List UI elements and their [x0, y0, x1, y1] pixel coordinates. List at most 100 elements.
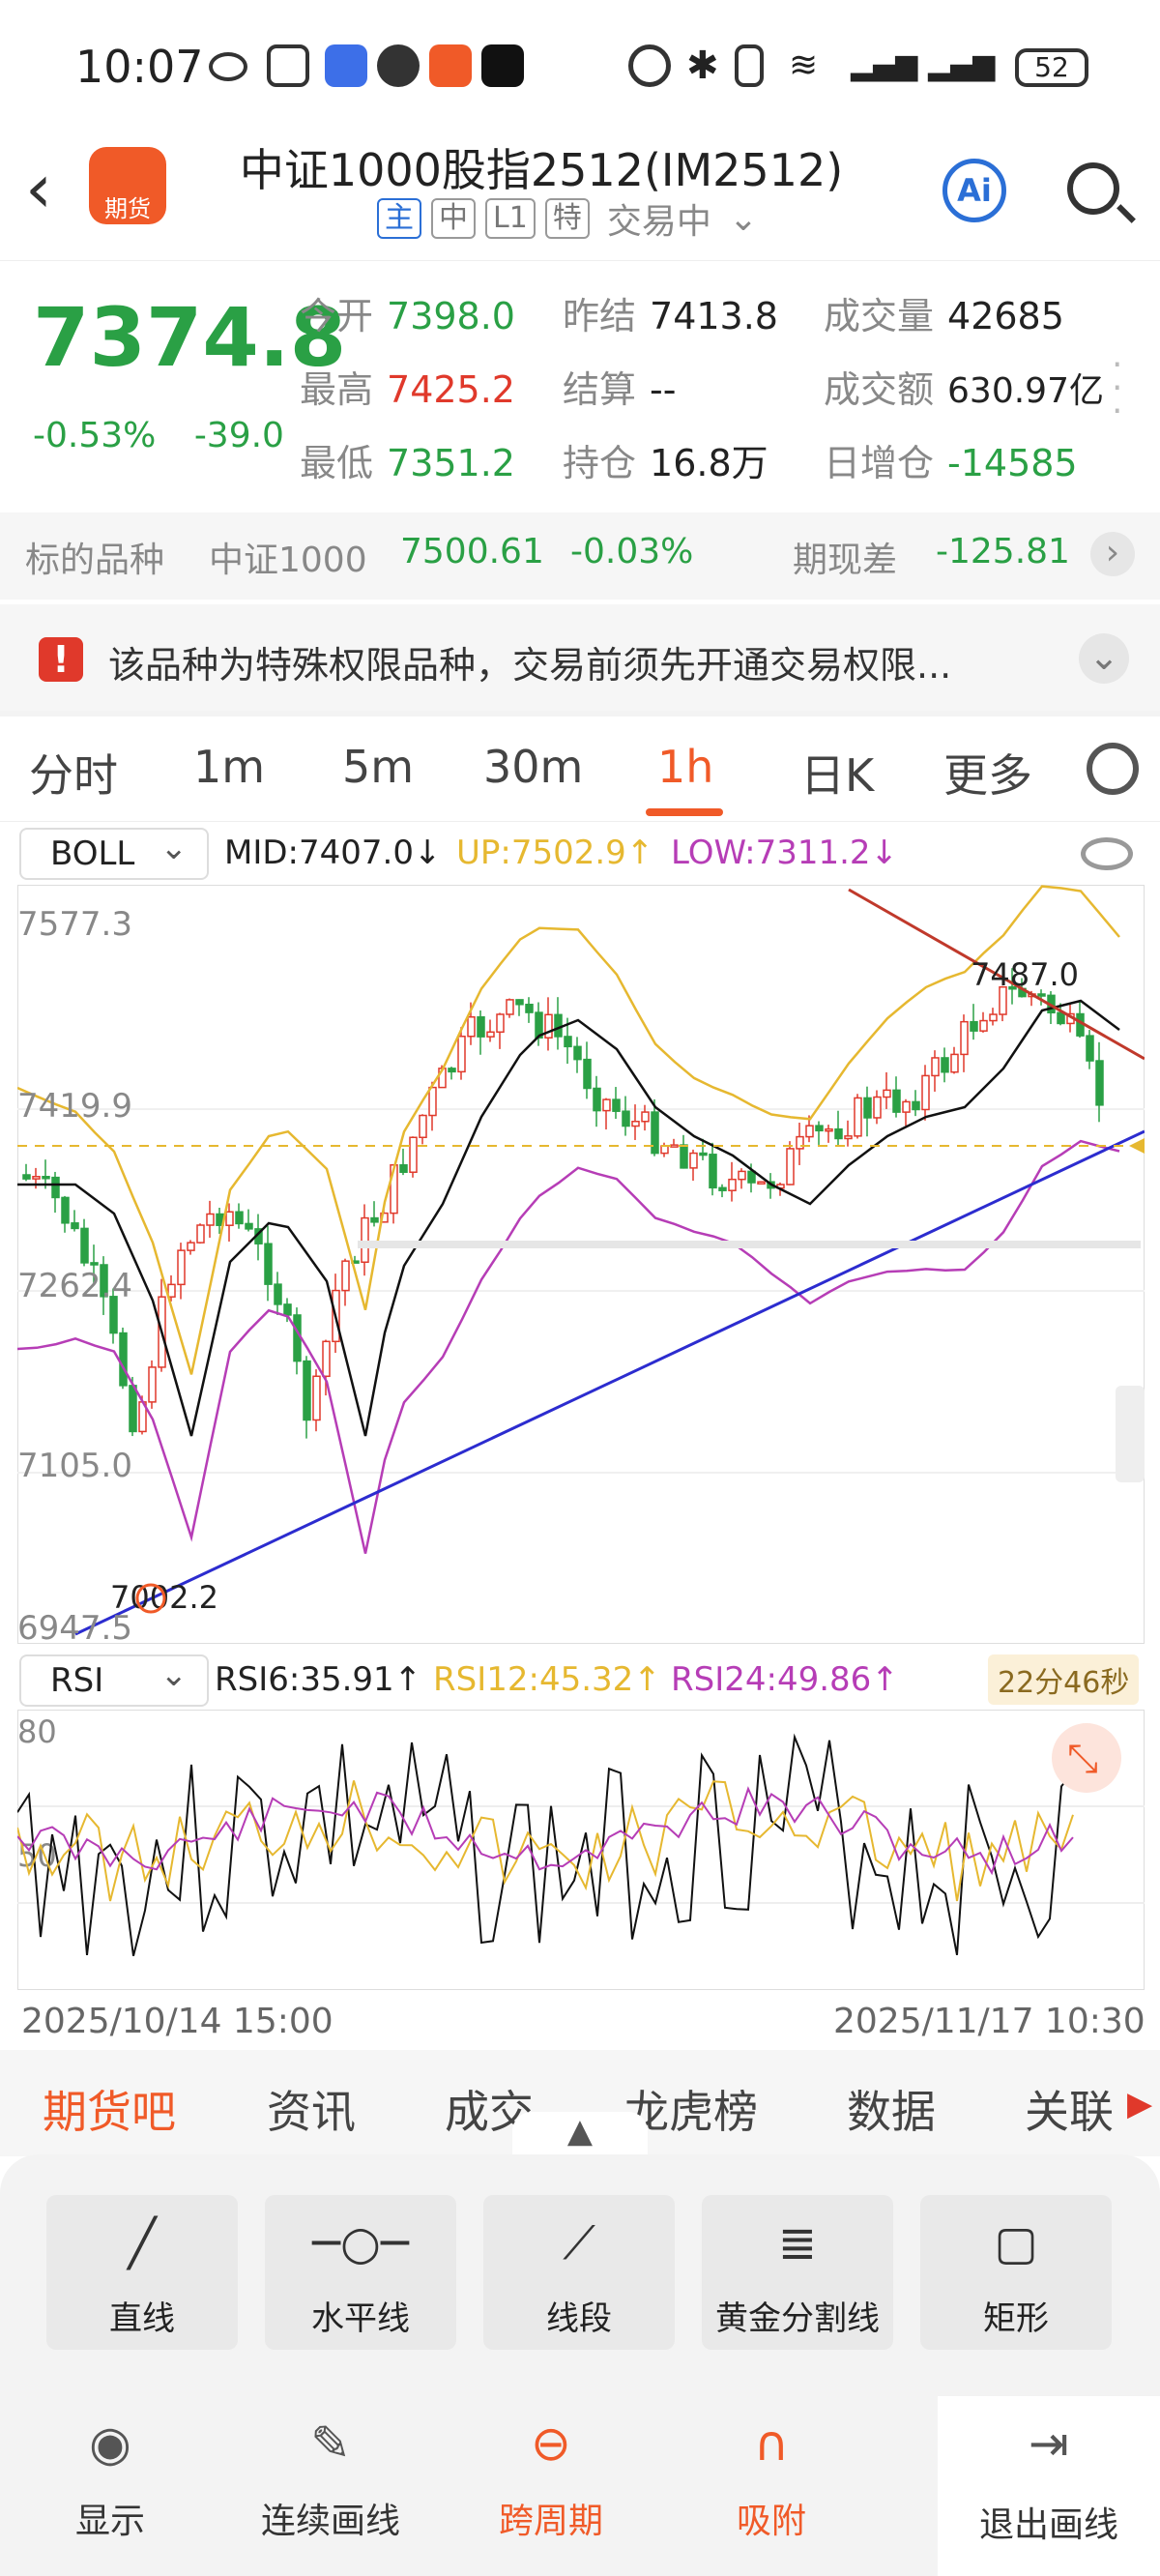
tab-news[interactable]: 资讯: [267, 2086, 356, 2138]
nfc-icon: [267, 44, 309, 87]
candle: [303, 1360, 311, 1421]
permission-notice[interactable]: ! 该品种为特殊权限品种，交易前须先开通交易权限... ⌄: [0, 604, 1160, 711]
candle: [322, 1340, 331, 1378]
trade-status[interactable]: 交易中: [606, 202, 711, 242]
chart-frame: [17, 885, 1145, 1644]
candle: [873, 1096, 882, 1119]
candle: [1095, 1060, 1104, 1106]
signal-icon: ▂▄▆: [851, 48, 918, 82]
tool-segment[interactable]: ⟋ 线段: [483, 2195, 675, 2350]
tag-special[interactable]: 特: [544, 198, 590, 239]
candle: [187, 1242, 195, 1251]
drawing-tools-panel: ╱ 直线 ─○─ 水平线 ⟋ 线段 ≣ 黄金分割线 ▢ 矩形 ◉ 显示 ✎ 连续…: [0, 2154, 1160, 2576]
candle: [525, 1004, 534, 1013]
exit-icon: ⇥: [1029, 2415, 1069, 2472]
candle: [699, 1152, 708, 1156]
candle: [718, 1186, 727, 1191]
y-label-2: 7419.9: [17, 1087, 132, 1126]
tab-more[interactable]: 更多: [943, 749, 1032, 802]
candle: [747, 1170, 756, 1184]
kline-chart[interactable]: 7577.3 7419.9 7262.4 7105.0 6947.5 7487.…: [17, 885, 1145, 1644]
tab-1m[interactable]: 1m: [193, 741, 266, 793]
tab-5m[interactable]: 5m: [342, 741, 415, 793]
underlying-name: 中证1000: [209, 541, 367, 580]
line-icon: ╱: [128, 2216, 157, 2270]
underlying-value: 7500.61: [400, 532, 544, 571]
quote-oi: 持仓 16.8万: [563, 442, 768, 484]
tab-1h[interactable]: 1h: [657, 741, 714, 793]
candle: [989, 1013, 998, 1022]
tab-30m[interactable]: 30m: [483, 741, 584, 793]
y-label-4: 7105.0: [17, 1447, 132, 1485]
indicator-select-main[interactable]: BOLL: [19, 824, 209, 880]
boll-mid: MID:7407.0↓: [224, 834, 442, 872]
candle: [680, 1144, 688, 1169]
exit-drawing-button[interactable]: ⇥ 退出画线: [938, 2396, 1160, 2576]
candle: [554, 1013, 563, 1038]
tag-mid[interactable]: 中: [431, 198, 476, 239]
ai-button[interactable]: Ai: [942, 159, 1006, 222]
back-button[interactable]: ‹: [25, 149, 52, 228]
tab-daily[interactable]: 日K: [800, 749, 875, 802]
tab-intraday[interactable]: 分时: [29, 749, 118, 802]
boll-lower-line: [17, 1139, 1120, 1554]
tool-horizontal-line[interactable]: ─○─ 水平线: [265, 2195, 456, 2350]
tab-related[interactable]: 关联: [1025, 2086, 1114, 2138]
caret-right-icon[interactable]: ▶: [1127, 2085, 1153, 2123]
app-icon: [325, 44, 367, 87]
action-snap[interactable]: ∩ 吸附: [675, 2396, 868, 2570]
rsi24-line: [17, 1786, 1074, 1876]
trend-resistance-line: [848, 888, 1145, 1061]
gear-icon[interactable]: [1087, 743, 1139, 795]
candle: [573, 1045, 582, 1061]
candle: [757, 1181, 766, 1185]
exit-label: 退出画线: [978, 2505, 1118, 2545]
candle: [119, 1332, 128, 1387]
candle: [506, 999, 514, 1015]
candle: [22, 1174, 31, 1180]
indicator-select-sub[interactable]: RSI: [19, 1651, 209, 1707]
chevron-down-icon[interactable]: ⌄: [728, 198, 758, 239]
info-tabs: 期货吧 资讯 成交 龙虎榜 数据 关联 ▶ ▲: [0, 2050, 1160, 2170]
signal-icon-2: ▂▄▆: [928, 48, 996, 82]
tool-line[interactable]: ╱ 直线: [46, 2195, 238, 2350]
candle: [564, 1036, 572, 1048]
candle: [796, 1135, 804, 1150]
candle: [805, 1125, 814, 1138]
warning-icon: !: [39, 637, 83, 682]
tab-forum[interactable]: 期货吧: [43, 2086, 176, 2138]
candle: [312, 1375, 321, 1421]
action-continuous[interactable]: ✎ 连续画线: [234, 2396, 427, 2570]
chevron-down-icon[interactable]: ⌄: [1079, 633, 1129, 684]
underlying-row[interactable]: 标的品种 中证1000 7500.61 -0.03% 期现差 -125.81 ›: [0, 512, 1160, 600]
horizontal-drawing-line: [358, 1241, 1141, 1248]
high-mark: 7487.0: [971, 956, 1079, 993]
tool-golden-ratio[interactable]: ≣ 黄金分割线: [702, 2195, 893, 2350]
candle: [834, 1127, 843, 1140]
candle: [148, 1366, 157, 1403]
tab-data[interactable]: 数据: [847, 2086, 936, 2138]
action-cross-period[interactable]: ⊖ 跨周期: [454, 2396, 648, 2570]
change-pct: -0.53%: [33, 416, 157, 455]
candle: [467, 1015, 476, 1038]
action-show[interactable]: ◉ 显示: [14, 2396, 207, 2570]
chevron-right-icon[interactable]: ›: [1090, 532, 1135, 576]
candle: [370, 1216, 379, 1223]
candle: [883, 1089, 891, 1098]
eye-icon[interactable]: [1081, 837, 1133, 870]
tool-golden-label: 黄金分割线: [715, 2299, 880, 2338]
tiktok-icon: [481, 44, 524, 87]
rsi12-line: [17, 1780, 1074, 1902]
boll-legend: BOLL MID:7407.0↓ UP:7502.9↑ LOW:7311.2↓: [0, 822, 1160, 884]
tool-rectangle[interactable]: ▢ 矩形: [920, 2195, 1112, 2350]
candle: [80, 1227, 89, 1264]
candle: [960, 1020, 969, 1056]
tag-l1[interactable]: L1: [485, 198, 536, 239]
candle: [544, 1013, 553, 1039]
status-bar: 10:07 ✱ ≋ ▂▄▆ ▂▄▆ 52: [0, 0, 1160, 135]
rsi-chart[interactable]: 80 50 ⤡: [17, 1710, 1145, 1990]
more-dots-icon[interactable]: · · ·: [1112, 345, 1123, 431]
horizontal-line-icon: ─○─: [312, 2216, 409, 2270]
tag-main[interactable]: 主: [377, 198, 421, 239]
search-icon[interactable]: [1067, 162, 1119, 215]
